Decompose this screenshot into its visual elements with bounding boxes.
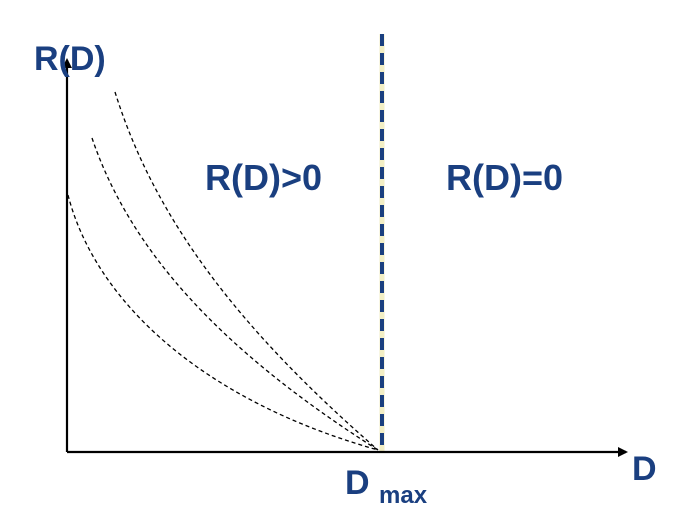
dmax-label-main: D bbox=[345, 464, 370, 502]
x-axis-label: D bbox=[632, 450, 657, 488]
y-axis-label: R(D) bbox=[34, 40, 106, 78]
dmax-label-subscript: max bbox=[379, 482, 428, 509]
region-positive-label: R(D)>0 bbox=[205, 157, 322, 198]
curve-middle bbox=[91, 137, 379, 451]
dmax-label: D max bbox=[345, 464, 428, 509]
region-zero-label: R(D)=0 bbox=[446, 157, 563, 198]
curve-lower bbox=[67, 194, 379, 451]
curve-upper bbox=[114, 91, 379, 451]
